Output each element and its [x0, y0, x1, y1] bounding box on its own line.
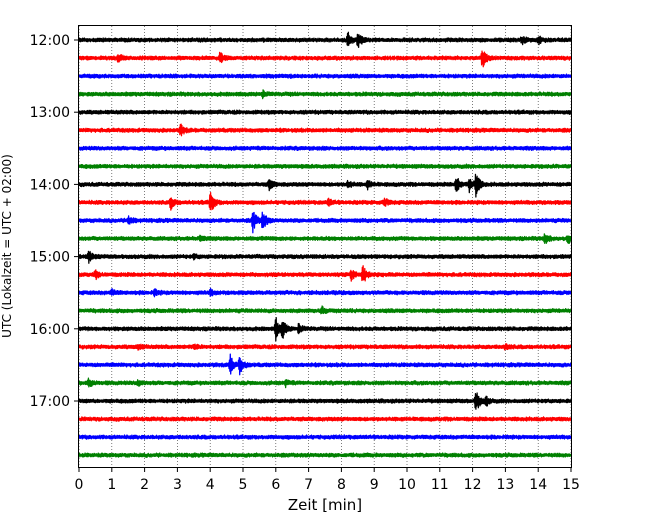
trace-14:30	[78, 211, 572, 234]
trace-13:00	[78, 109, 572, 116]
trace-13:30	[78, 145, 572, 152]
x-axis-ticks: 0 1 2 3 4 5 6 7 8 9 10 11 12 13 14 15	[75, 467, 580, 493]
trace-12:45	[78, 89, 572, 100]
trace-17:15	[78, 416, 572, 422]
x-tick-label-4: 4	[206, 477, 215, 493]
trace-12:00	[78, 31, 572, 49]
trace-15:45	[78, 305, 572, 315]
x-tick-label-2: 2	[140, 477, 149, 493]
trace-14:15	[78, 191, 572, 211]
x-tick-label-10: 10	[398, 477, 416, 493]
trace-17:00	[78, 392, 572, 410]
trace-16:00	[78, 316, 572, 342]
trace-16:45	[78, 377, 572, 389]
x-tick-label-8: 8	[337, 477, 346, 493]
trace-17:30	[78, 434, 572, 440]
y-tick-label-13:00: 13:00	[30, 105, 70, 121]
x-axis-label: Zeit [min]	[288, 496, 362, 514]
x-tick-label-0: 0	[75, 477, 84, 493]
trace-16:15	[78, 343, 572, 351]
trace-13:45	[78, 163, 572, 170]
x-tick-label-13: 13	[496, 477, 514, 493]
trace-15:00	[78, 250, 572, 264]
seismogram-traces	[78, 31, 572, 458]
x-tick-label-7: 7	[304, 477, 313, 493]
x-tick-label-1: 1	[107, 477, 116, 493]
trace-14:45	[78, 233, 572, 244]
x-tick-label-9: 9	[370, 477, 379, 493]
trace-16:30	[78, 353, 572, 376]
x-tick-label-6: 6	[271, 477, 280, 493]
y-tick-label-17:00: 17:00	[30, 394, 70, 410]
x-tick-label-12: 12	[464, 477, 482, 493]
trace-15:30	[78, 287, 572, 298]
x-tick-label-11: 11	[431, 477, 449, 493]
x-tick-label-14: 14	[529, 477, 547, 493]
x-tick-label-15: 15	[562, 477, 580, 493]
y-axis-label: UTC (Lokalzeit = UTC + 02:00)	[0, 154, 14, 338]
trace-13:15	[78, 123, 572, 137]
y-tick-label-15:00: 15:00	[30, 250, 70, 266]
trace-15:15	[78, 265, 572, 282]
y-axis-ticks: 12:00 13:00 14:00 15:00 16:00 17:00	[30, 33, 79, 410]
x-tick-label-3: 3	[173, 477, 182, 493]
y-tick-label-12:00: 12:00	[30, 33, 70, 49]
y-tick-label-14:00: 14:00	[30, 177, 70, 193]
trace-12:30	[78, 73, 572, 79]
plot-frame	[78, 25, 572, 468]
x-tick-label-5: 5	[239, 477, 248, 493]
trace-17:45	[78, 452, 572, 458]
y-tick-label-16:00: 16:00	[30, 322, 70, 338]
trace-14:00	[78, 173, 572, 198]
trace-12:15	[78, 50, 572, 68]
